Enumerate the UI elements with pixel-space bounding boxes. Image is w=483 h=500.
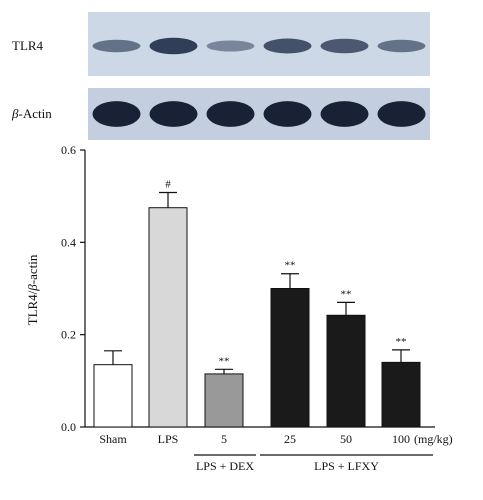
blot-band [92,101,141,127]
x-tick-label: Sham [99,432,127,446]
x-tick-label: 25 [284,432,296,446]
blot-band [377,101,426,127]
group-label: LPS + LFXY [314,459,379,473]
x-tick-label: 100 [392,432,410,446]
bars: # ** ** ** ** [93,178,421,428]
blot-band [206,40,255,52]
y-tick-label: 0.0 [61,420,76,434]
tlr4-blot-strip [88,12,430,76]
group-brackets: LPS + DEX LPS + LFXY [194,454,433,473]
unit-label: (mg/kg) [414,432,453,446]
blot-band [263,38,312,54]
tlr4-blot-label: TLR4 [12,38,44,53]
blot-band [149,37,198,55]
x-tick-label: LPS [158,432,179,446]
significance-mark: ** [219,355,230,367]
bar [381,361,421,428]
y-axis-label: TLR4/β-actin [25,254,40,325]
blot-band [149,101,198,127]
y-tick-label: 0.4 [61,235,76,249]
y-tick-label: 0.2 [61,328,76,342]
significance-mark: ** [341,288,352,300]
y-axis-label-greek: β [25,284,40,292]
blot-band [206,101,255,127]
blot-band [263,101,312,127]
bar [326,314,366,428]
actin-blot-label: β-Actin [11,106,52,121]
actin-label-greek: β [11,106,19,121]
actin-blot-strip [88,88,430,140]
y-tick-label: 0.6 [61,143,76,157]
significance-mark: # [165,178,171,190]
bar-chart: 0.0 0.2 0.4 0.6 TLR4/β-actin # ** ** ** ** Sham… [25,143,453,473]
significance-mark: ** [396,336,407,348]
actin-label-text: -Actin [18,106,52,121]
western-blot: TLR4 β-Actin [11,12,430,140]
x-tick-label: 5 [221,432,227,446]
bar [93,364,133,428]
actin-bands [92,101,426,127]
blot-band [320,101,369,127]
x-tick-label: 50 [340,432,352,446]
y-axis-ticks: 0.0 0.2 0.4 0.6 [61,143,85,434]
x-axis-tick-labels: Sham LPS 5 25 50 100 [99,432,410,446]
y-axis-label-suffix: -actin [25,254,40,284]
bar [148,207,188,428]
bar [204,373,244,428]
significance-mark: ** [285,260,296,272]
bar [270,288,310,428]
tlr4-bands [92,37,426,55]
blot-band [377,39,426,53]
blot-band [320,38,369,54]
y-axis-label-prefix: TLR4/ [25,290,40,325]
blot-band [92,39,141,53]
group-label: LPS + DEX [196,459,254,473]
